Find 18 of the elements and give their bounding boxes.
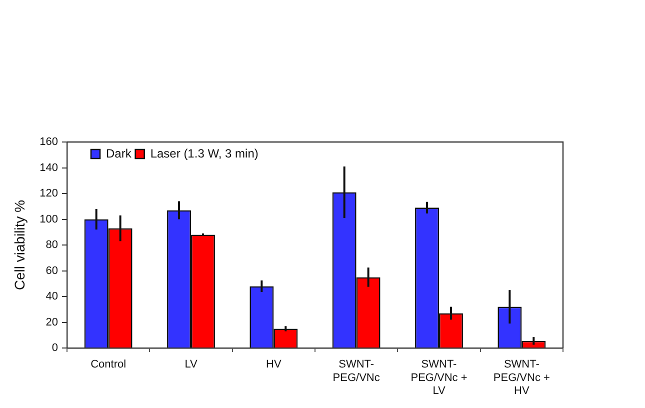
y-tick-label: 80 bbox=[46, 239, 58, 252]
y-tick-label: 20 bbox=[46, 316, 58, 328]
legend-label: Dark bbox=[106, 146, 132, 160]
y-tick-label: 0 bbox=[52, 342, 58, 354]
x-tick-label: SWNT- PEG/VNc + HV bbox=[493, 358, 550, 398]
x-tick-label: Control bbox=[90, 358, 126, 371]
legend-label: Laser (1.3 W, 3 min) bbox=[150, 146, 258, 160]
x-tick-label: HV bbox=[266, 358, 282, 371]
y-tick-label: 100 bbox=[40, 213, 58, 226]
x-tick-label: SWNT- PEG/VNc + LV bbox=[410, 358, 468, 398]
y-tick-label: 40 bbox=[46, 290, 58, 303]
x-tick-label: LV bbox=[184, 358, 198, 371]
y-tick-label: 120 bbox=[40, 188, 58, 200]
y-tick-label: 160 bbox=[40, 136, 58, 148]
x-tick-label: SWNT- PEG/VNc bbox=[332, 358, 380, 384]
y-tick-label: 140 bbox=[40, 162, 58, 174]
y-axis-title: Cell viability % bbox=[11, 200, 28, 290]
y-tick-label: 60 bbox=[46, 264, 58, 277]
